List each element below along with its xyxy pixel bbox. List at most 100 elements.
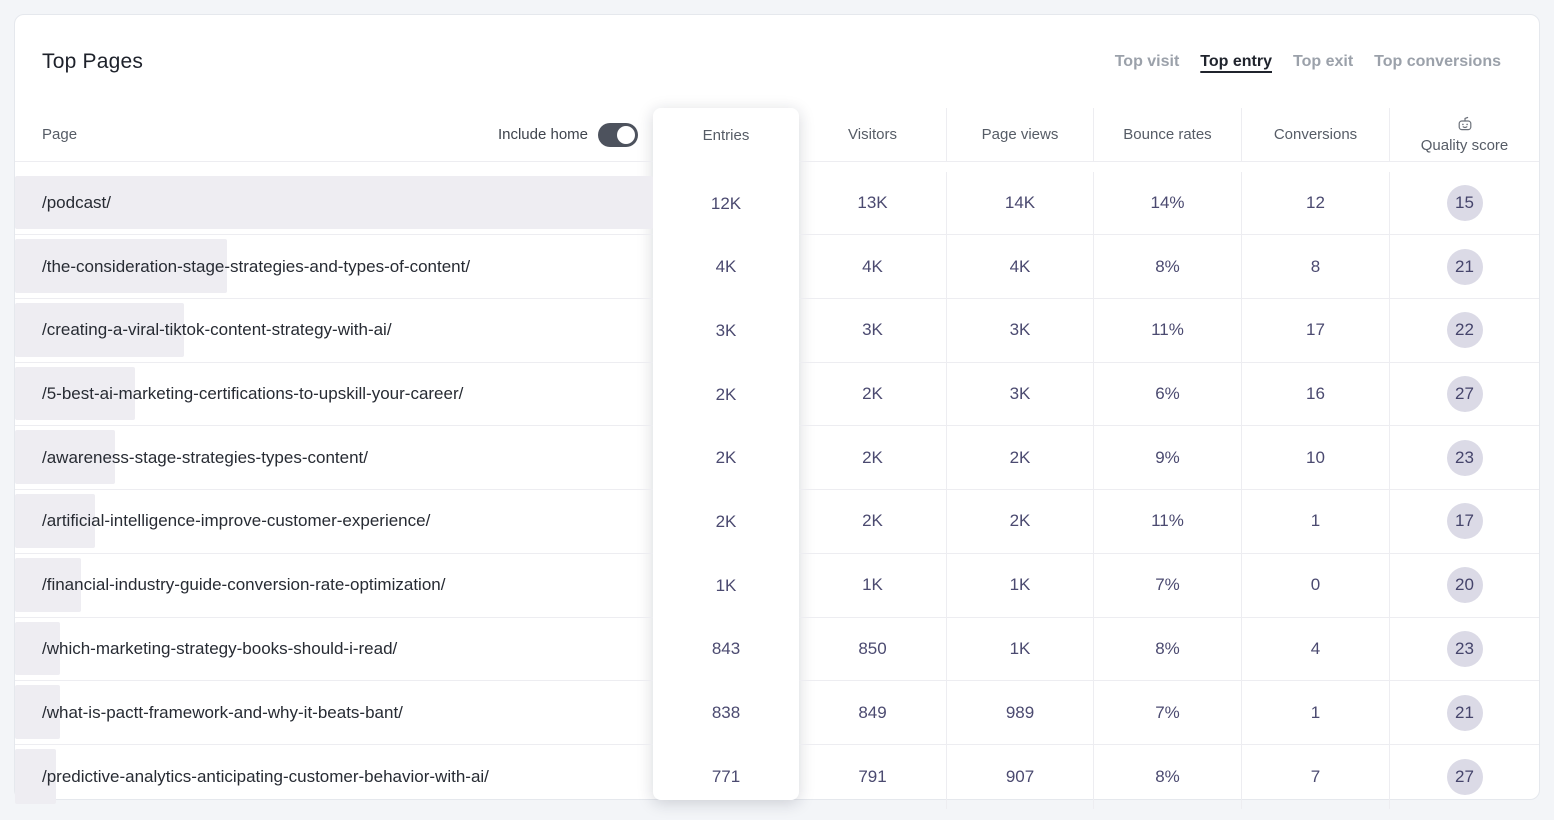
quality-score-cell: 27 <box>1389 744 1539 809</box>
quality-score-badge: 22 <box>1446 312 1483 349</box>
page-link[interactable]: /awareness-stage-strategies-types-conten… <box>42 447 368 467</box>
column-header-conversions: Conversions <box>1241 108 1389 162</box>
conversions-cell: 10 <box>1241 426 1389 491</box>
tab-top-entry[interactable]: Top entry <box>1200 52 1272 70</box>
entries-bar <box>15 685 60 739</box>
page-views-cell: 1K <box>946 617 1093 682</box>
visitors-cell: 2K <box>799 363 946 427</box>
quality-score-cell: 23 <box>1389 617 1539 682</box>
conversions-cell: 1 <box>1241 490 1389 554</box>
conversions-cell: 12 <box>1241 171 1389 236</box>
conversions-cell: 8 <box>1241 235 1389 300</box>
quality-score-cell: 15 <box>1389 171 1539 236</box>
entries-bar <box>15 557 81 612</box>
quality-score-badge: 15 <box>1446 185 1483 222</box>
table-row-page-cell: /artificial-intelligence-improve-custome… <box>15 490 653 554</box>
page-link[interactable]: /what-is-pactt-framework-and-why-it-beat… <box>42 702 403 722</box>
conversions-cell: 7 <box>1241 744 1389 809</box>
page-views-cell: 4K <box>946 235 1093 300</box>
bounce-rate-cell: 11% <box>1093 490 1241 554</box>
tab-bar: Top visit Top entry Top exit Top convers… <box>1115 53 1501 71</box>
table-row-page-cell: /creating-a-viral-tiktok-content-strateg… <box>15 299 653 363</box>
table-row-page-cell: /which-marketing-strategy-books-should-i… <box>15 618 653 682</box>
page-link[interactable]: /predictive-analytics-anticipating-custo… <box>42 766 489 786</box>
quality-score-cell: 21 <box>1389 235 1539 300</box>
page-link[interactable]: /which-marketing-strategy-books-should-i… <box>42 638 398 658</box>
table-wrap: Page Include home Entries Visitors Page … <box>15 108 1539 809</box>
include-home-label: Include home <box>497 126 588 143</box>
visitors-cell: 3K <box>799 299 946 363</box>
quality-score-badge: 17 <box>1446 503 1483 540</box>
bounce-rate-cell: 11% <box>1093 299 1241 363</box>
column-header-quality-score: Quality score <box>1389 108 1539 162</box>
entries-cell: 3K <box>715 320 737 340</box>
page-link[interactable]: /the-consideration-stage-strategies-and-… <box>42 256 471 276</box>
conversions-cell: 1 <box>1241 681 1389 745</box>
quality-score-cell: 21 <box>1389 681 1539 745</box>
page-views-cell: 3K <box>946 362 1093 427</box>
page-link[interactable]: /financial-industry-guide-conversion-rat… <box>42 575 446 595</box>
quality-score-cell: 20 <box>1389 553 1539 618</box>
conversions-cell: 16 <box>1241 362 1389 427</box>
bounce-rate-cell: 14% <box>1093 171 1241 236</box>
table-row-page-cell: /the-consideration-stage-strategies-and-… <box>15 235 653 300</box>
card-header: Top Pages Top visit Top entry Top exit T… <box>15 15 1539 108</box>
table-row-page-cell: /predictive-analytics-anticipating-custo… <box>15 745 653 809</box>
entries-bar <box>15 748 56 804</box>
entries-bar <box>15 303 185 357</box>
entries-bar <box>15 239 227 294</box>
entries-cell: 2K <box>715 448 737 468</box>
quality-score-badge: 27 <box>1446 376 1483 413</box>
entries-cell: 4K <box>715 257 737 277</box>
visitors-cell: 2K <box>799 426 946 491</box>
page-views-cell: 907 <box>946 744 1093 809</box>
quality-score-cell: 27 <box>1389 362 1539 427</box>
column-header-quality-score-label: Quality score <box>1420 136 1509 154</box>
page-views-cell: 1K <box>946 553 1093 618</box>
tab-top-visit[interactable]: Top visit <box>1114 52 1180 70</box>
page-title: Top Pages <box>42 49 144 73</box>
entries-bar <box>15 621 61 676</box>
conversions-cell: 0 <box>1241 553 1389 618</box>
page-link[interactable]: /artificial-intelligence-improve-custome… <box>42 511 431 531</box>
bounce-rate-cell: 8% <box>1093 617 1241 682</box>
entries-cell: 838 <box>711 703 741 723</box>
column-header-page-label: Page <box>42 126 78 143</box>
page-views-cell: 2K <box>946 426 1093 491</box>
quality-score-cell: 23 <box>1389 426 1539 491</box>
column-header-entries: Entries <box>702 126 750 144</box>
tab-top-exit[interactable]: Top exit <box>1293 52 1354 70</box>
page-views-cell: 3K <box>946 299 1093 363</box>
column-header-bounce-rates: Bounce rates <box>1093 108 1241 162</box>
visitors-cell: 13K <box>799 172 946 236</box>
visitors-cell: 791 <box>858 766 887 786</box>
entries-cell: 12K <box>710 193 742 213</box>
page-link[interactable]: /podcast/ <box>42 193 111 213</box>
toggle-knob <box>617 125 635 144</box>
bounce-rate-cell: 8% <box>1093 744 1241 809</box>
page-link[interactable]: /5-best-ai-marketing-certifications-to-u… <box>42 384 464 404</box>
entries-cell: 1K <box>715 575 737 595</box>
quality-score-badge: 20 <box>1446 567 1483 604</box>
page-views-cell: 14K <box>946 171 1093 236</box>
entries-highlight-panel <box>653 108 799 800</box>
table-grid: Page Include home Entries Visitors Page … <box>15 108 1539 809</box>
bounce-rate-cell: 7% <box>1093 553 1241 618</box>
conversions-cell: 4 <box>1241 617 1389 682</box>
entries-cell: 2K <box>715 511 737 531</box>
tab-top-conversions[interactable]: Top conversions <box>1374 52 1501 70</box>
column-header-visitors: Visitors <box>799 108 946 162</box>
table-row-page-cell: /awareness-stage-strategies-types-conten… <box>15 426 653 491</box>
quality-score-badge: 23 <box>1446 630 1483 667</box>
robot-icon <box>1455 116 1475 134</box>
column-header-page: Page Include home <box>15 108 653 162</box>
bounce-rate-cell: 9% <box>1093 426 1241 491</box>
bounce-rate-cell: 6% <box>1093 362 1241 427</box>
quality-score-badge: 27 <box>1446 758 1483 795</box>
include-home-toggle[interactable] <box>598 122 638 147</box>
entries-cell: 843 <box>711 639 741 659</box>
visitors-cell: 850 <box>799 618 946 682</box>
quality-score-badge: 21 <box>1446 694 1483 731</box>
bounce-rate-cell: 8% <box>1093 235 1241 300</box>
page-link[interactable]: /creating-a-viral-tiktok-content-strateg… <box>42 320 392 340</box>
